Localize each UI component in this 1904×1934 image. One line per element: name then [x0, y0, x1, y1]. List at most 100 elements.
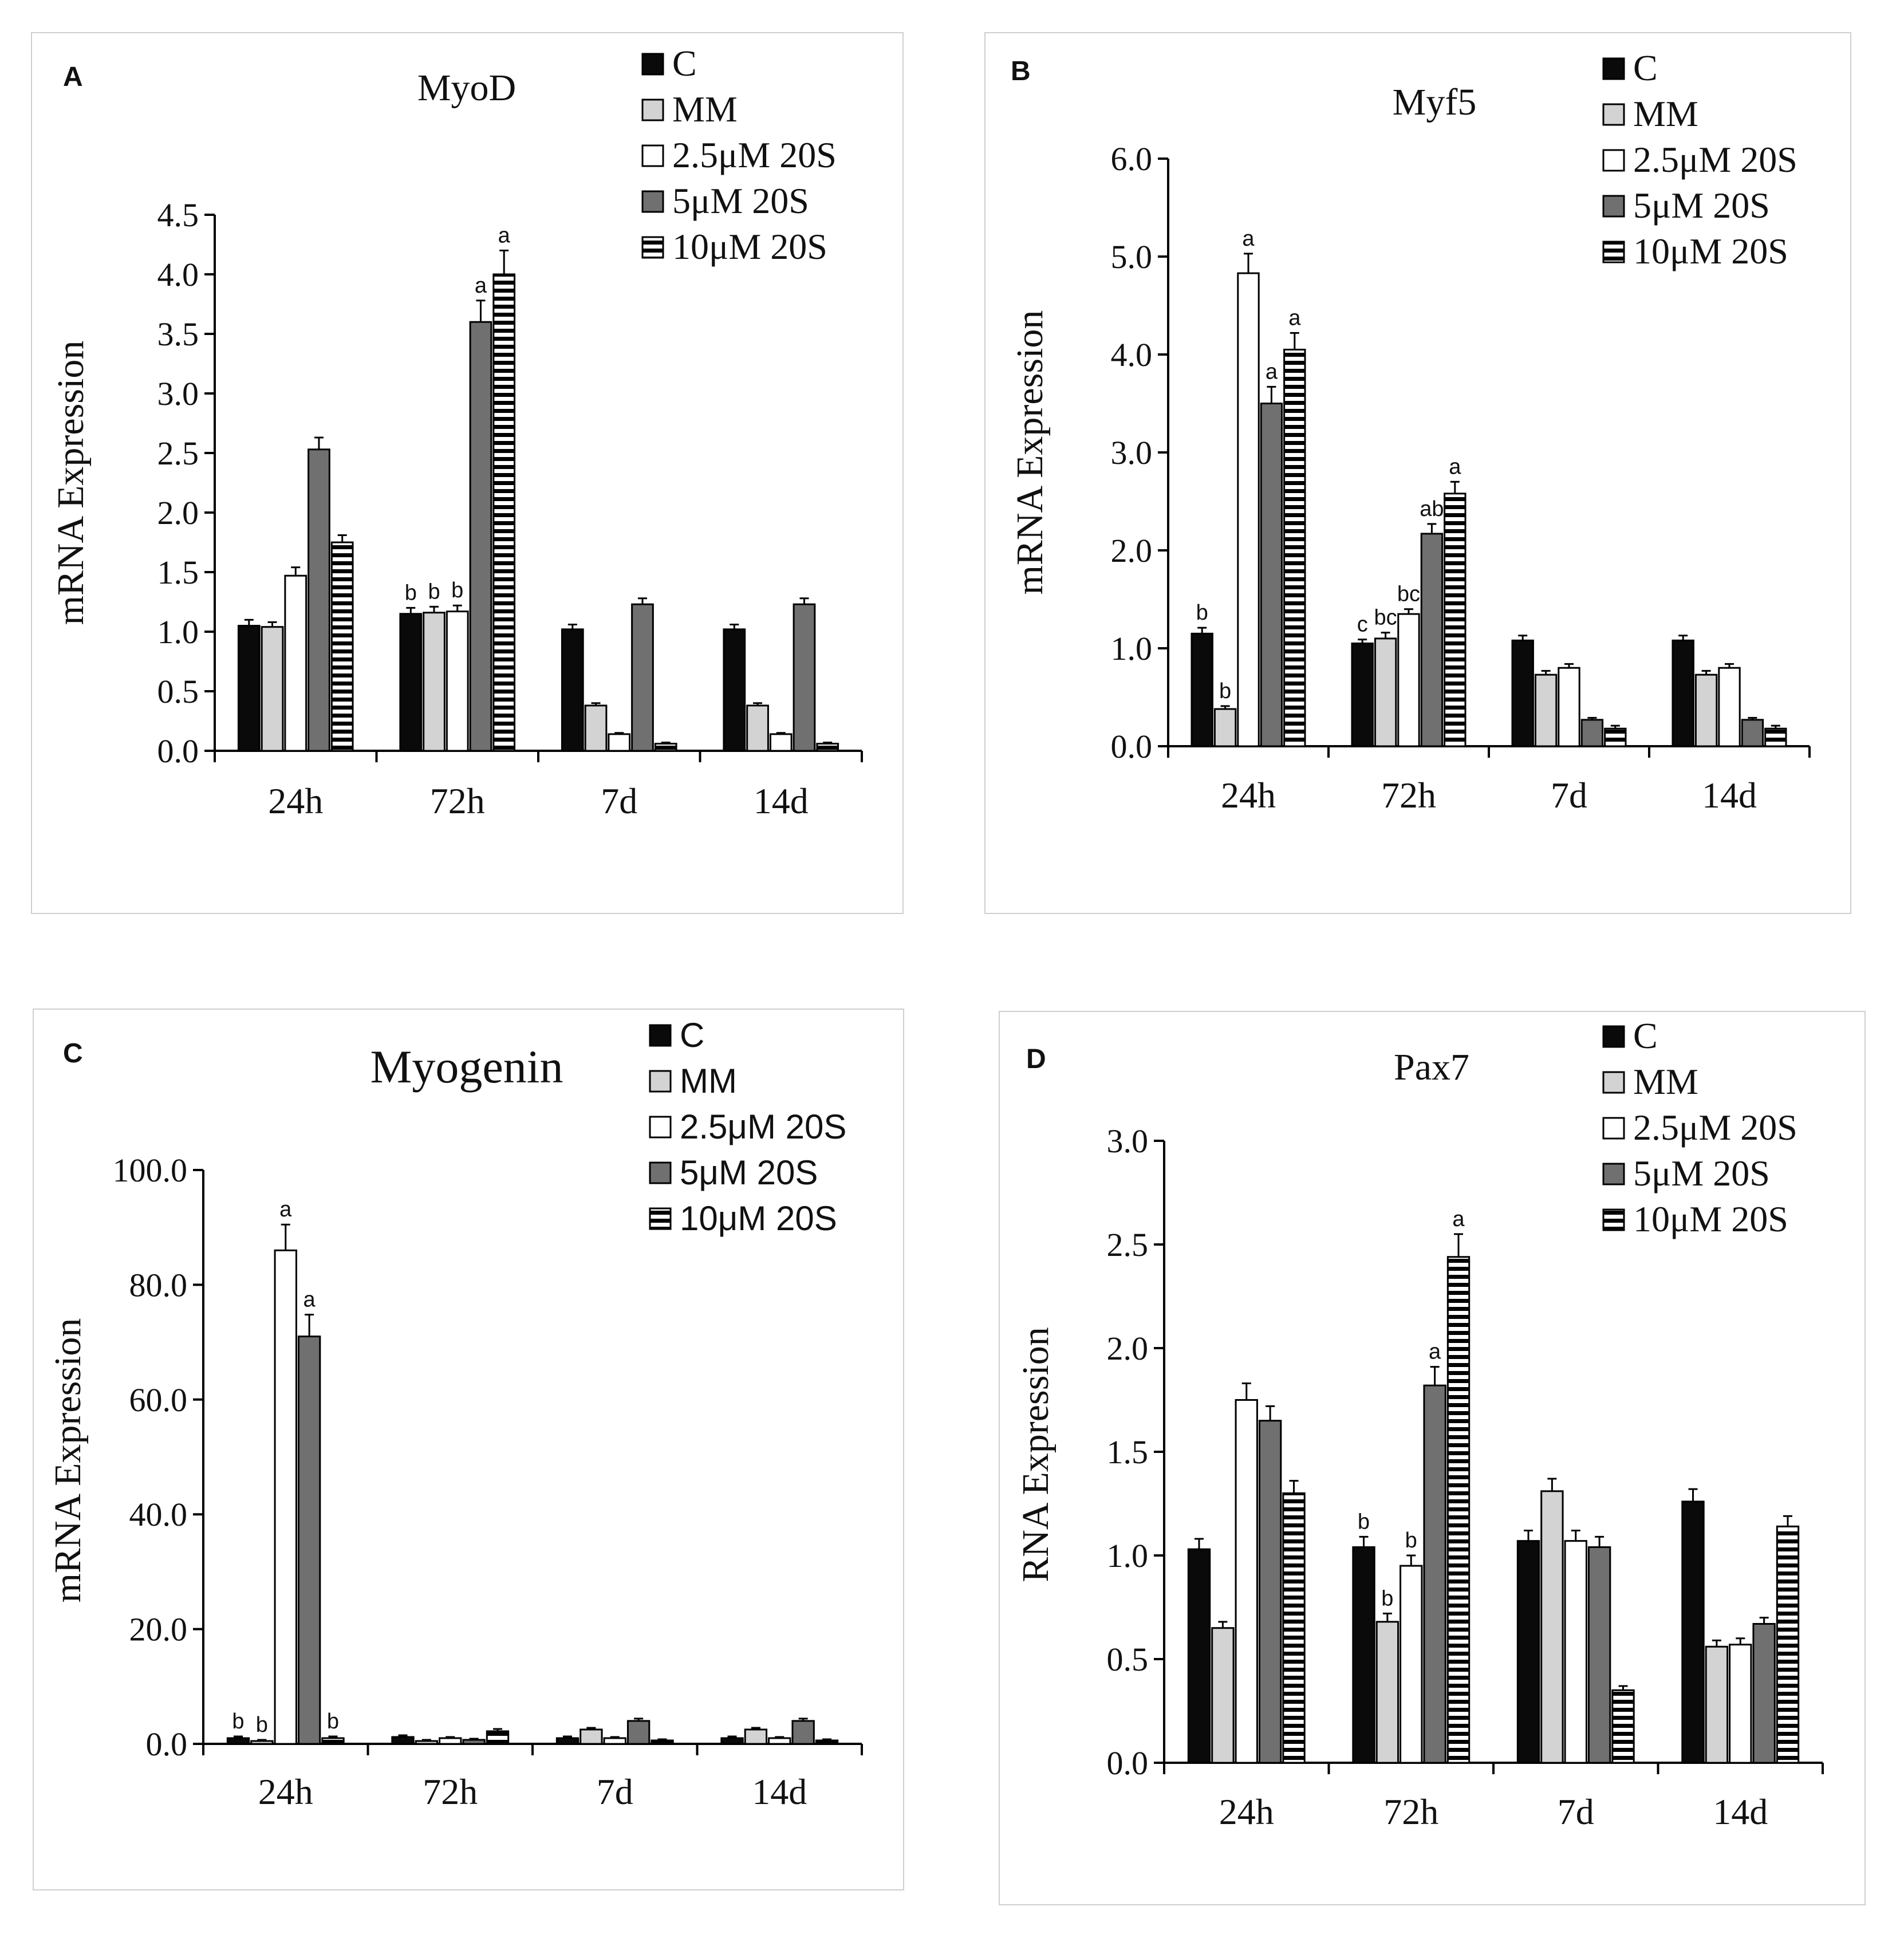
error-b-14d-10um-20s [1771, 724, 1780, 729]
chart-c-ytick-label: 60.0 [129, 1381, 188, 1419]
error-a-72h-10um-20s [499, 249, 509, 274]
bar-b-14d-2-5um-20s [1718, 667, 1741, 747]
panel-a-frame [31, 32, 904, 914]
bar-c-24h-10um-20s [321, 1737, 345, 1745]
sig-d-72h-2-5um-20s: b [1405, 1529, 1417, 1553]
chart-c-ytick-label: 0.0 [146, 1726, 188, 1763]
error-c-14d-c [727, 1735, 737, 1738]
chart-d-ytick-label: 1.5 [1107, 1433, 1149, 1471]
error-a-72h-mm [429, 605, 439, 613]
bar-b-72h-10um-20s [1444, 493, 1467, 747]
bar-b-72h-mm [1374, 637, 1397, 747]
sig-b-24h-10um-20s: a [1288, 306, 1301, 330]
bar-b-24h-10um-20s [1283, 348, 1306, 747]
chart-d-ytick-label: 2.5 [1107, 1226, 1149, 1263]
chart-d-ytick-label: 0.0 [1107, 1744, 1149, 1782]
chart-d-xtick-24h: 24h [1219, 1791, 1274, 1832]
sig-c-24h-mm: b [256, 1713, 268, 1737]
bar-c-72h-10um-20s [486, 1730, 510, 1745]
error-d-72h-10um-20s [1454, 1233, 1463, 1257]
bar-d-24h-c [1187, 1548, 1211, 1764]
chart-d-ytick-label: 0.5 [1107, 1641, 1149, 1678]
chart-c-title: Myogenin [370, 1041, 563, 1093]
error-a-24h-5um-20s [314, 436, 324, 450]
bar-d-7d-2-5um-20s [1564, 1540, 1587, 1764]
sig-d-72h-5um-20s: a [1429, 1340, 1441, 1364]
error-d-7d-5um-20s [1595, 1535, 1605, 1547]
sig-a-72h-mm: b [428, 580, 440, 604]
bar-a-72h-2-5um-20s [446, 610, 469, 752]
error-d-72h-5um-20s [1430, 1366, 1440, 1386]
error-c-24h-c [234, 1735, 243, 1738]
chart-d-ytick-label: 1.0 [1107, 1537, 1149, 1574]
legend-a-swatch-c [641, 53, 664, 76]
error-b-14d-2-5um-20s [1725, 663, 1734, 668]
error-b-24h-2-5um-20s [1244, 253, 1253, 274]
chart-a-xtick-72h: 72h [430, 781, 485, 821]
error-c-14d-5um-20s [798, 1718, 808, 1721]
chart-a-ytick-label: 1.0 [157, 613, 199, 651]
legend-a-swatch-2-5um-20s [641, 144, 664, 167]
bar-c-24h-5um-20s [297, 1336, 321, 1745]
legend-d-label-2-5um-20s: 2.5μM 20S [1633, 1107, 1797, 1148]
chart-c-ylabel: mRNA Expression [47, 1318, 89, 1603]
chart-a-xtick-24h: 24h [268, 781, 323, 821]
sig-d-72h-mm: b [1381, 1586, 1393, 1610]
chart-a-ytick-label: 4.0 [157, 256, 199, 293]
bar-c-72h-2-5um-20s [439, 1737, 462, 1745]
legend-b-swatch-5um-20s [1602, 195, 1625, 218]
bar-a-7d-mm [584, 704, 608, 752]
bar-d-24h-2-5um-20s [1235, 1399, 1258, 1764]
sig-a-72h-c: b [405, 581, 417, 605]
bar-b-24h-c [1191, 632, 1213, 747]
error-b-7d-5um-20s [1587, 716, 1597, 720]
chart-c-xtick-24h: 24h [258, 1771, 313, 1812]
error-d-24h-c [1195, 1538, 1204, 1550]
chart-pax7: Pax7 RNA Expression 0.0 0.5 1.0 1.5 2.0 2.5 3.0 2… [1015, 1015, 1824, 1832]
bar-c-14d-c [720, 1737, 744, 1745]
error-c-24h-10um-20s [328, 1735, 338, 1738]
chart-b-xtick-72h: 72h [1381, 775, 1436, 816]
chart-c-ytick-label: 100.0 [113, 1152, 188, 1189]
error-a-7d-mm [591, 702, 601, 706]
bar-d-72h-2-5um-20s [1400, 1565, 1423, 1764]
sig-b-24h-mm: b [1219, 679, 1231, 703]
bar-c-7d-mm [580, 1728, 603, 1745]
bar-a-7d-5um-20s [631, 603, 654, 752]
error-d-7d-10um-20s [1618, 1685, 1628, 1691]
chart-a-ytick-label: 2.0 [157, 494, 199, 531]
legend-c-swatch-2-5um-20s [649, 1116, 672, 1139]
chart-d-xtick-7d: 7d [1558, 1791, 1594, 1832]
bar-c-7d-c [555, 1737, 580, 1745]
legend-d-swatch-c [1602, 1025, 1625, 1048]
bar-c-24h-2-5um-20s [274, 1249, 297, 1745]
legend-c-label-5um-20s: 5μM 20S [680, 1153, 818, 1192]
legend-d-swatch-mm [1602, 1071, 1625, 1094]
bar-b-24h-mm [1213, 708, 1237, 747]
legend-b-label-10um-20s: 10μM 20S [1633, 231, 1788, 271]
chart-b-ytick-label: 2.0 [1111, 532, 1153, 569]
bar-b-7d-5um-20s [1580, 719, 1604, 747]
bar-b-7d-10um-20s [1604, 727, 1627, 747]
legend-b-label-mm: MM [1633, 93, 1698, 134]
error-a-24h-c [244, 619, 254, 626]
error-c-14d-10um-20s [822, 1738, 831, 1740]
chart-a-ytick-label: 3.0 [157, 375, 199, 412]
legend-c-label-10um-20s: 10μM 20S [680, 1199, 837, 1238]
error-b-24h-10um-20s [1290, 332, 1299, 350]
panel-b-letter: B [1011, 56, 1031, 86]
bar-b-72h-c [1351, 642, 1374, 747]
sig-b-72h-mm: bc [1374, 606, 1397, 630]
legend-b-swatch-c [1602, 57, 1625, 80]
sig-a-72h-2-5um-20s: b [451, 578, 463, 602]
legend-b-swatch-mm [1602, 103, 1625, 126]
chart-b-xtick-14d: 14d [1702, 775, 1757, 816]
sig-d-72h-10um-20s: a [1452, 1207, 1465, 1231]
error-d-14d-2-5um-20s [1736, 1637, 1745, 1645]
error-c-14d-mm [751, 1727, 760, 1730]
chart-d-xtick-72h: 72h [1383, 1791, 1438, 1832]
legend-a-label-mm: MM [672, 89, 738, 129]
bar-c-14d-mm [744, 1728, 768, 1745]
bar-c-72h-c [391, 1736, 415, 1745]
bar-d-24h-10um-20s [1282, 1492, 1306, 1764]
